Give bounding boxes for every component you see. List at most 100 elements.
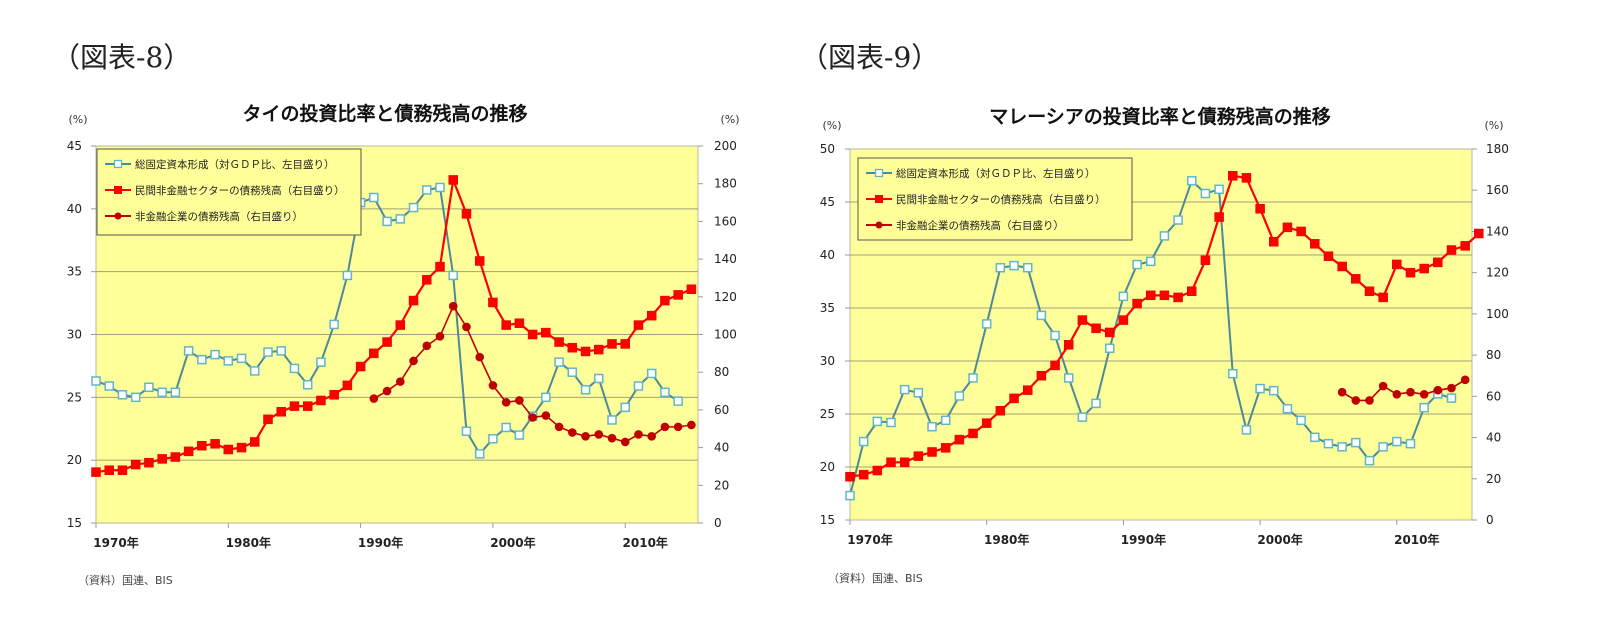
data-point (660, 387, 670, 398)
right-tick-label: 80 (1486, 348, 1501, 362)
data-point (342, 270, 353, 281)
data-point (1036, 370, 1047, 381)
data-point (580, 346, 591, 357)
data-point (276, 407, 286, 417)
data-point (1405, 438, 1416, 449)
data-point (1337, 387, 1347, 397)
data-point (1255, 204, 1265, 214)
data-point (448, 175, 458, 185)
data-point (1378, 442, 1388, 452)
data-point (408, 295, 419, 306)
data-point (1392, 389, 1402, 399)
data-point (1187, 286, 1197, 296)
data-point (1310, 239, 1320, 249)
data-point (355, 361, 366, 372)
legend-item: 総固定資本形成（対ＧＤＰ比、左目盛り） (105, 158, 335, 171)
x-tick-label: 2010年 (623, 535, 668, 550)
data-point (673, 396, 683, 406)
data-point (660, 295, 670, 306)
legend-item: 総固定資本形成（対ＧＤＰ比、左目盛り） (866, 167, 1096, 180)
data-point (1269, 385, 1279, 396)
data-point (501, 320, 511, 330)
data-point (1337, 261, 1347, 272)
data-point (236, 353, 247, 364)
data-point (117, 390, 128, 400)
data-point (435, 182, 445, 193)
right-tick-label: 120 (1486, 266, 1509, 280)
data-point (91, 376, 101, 386)
data-point (607, 339, 617, 349)
right-tick-label: 140 (1486, 224, 1509, 238)
data-point (395, 320, 406, 330)
left-axis-unit: (%) (822, 119, 841, 132)
data-point (1365, 396, 1374, 405)
data-point (954, 391, 965, 401)
data-point (210, 439, 220, 449)
data-point (913, 451, 924, 461)
right-tick-label: 60 (714, 403, 729, 417)
data-point (1323, 251, 1334, 261)
data-point (886, 417, 896, 428)
data-point (1364, 455, 1375, 466)
x-tick-label: 2000年 (1257, 532, 1302, 547)
data-point (369, 394, 379, 403)
data-point (1104, 343, 1115, 354)
left-tick-label: 20 (67, 453, 82, 467)
data-point (940, 443, 951, 453)
right-tick-label: 60 (1486, 389, 1501, 403)
data-point (981, 418, 992, 428)
data-point (1460, 241, 1470, 251)
data-point (886, 457, 896, 468)
series-2 (1337, 375, 1470, 405)
data-point (620, 402, 630, 413)
data-point (554, 357, 564, 367)
data-point (435, 261, 445, 272)
data-point (435, 332, 445, 341)
left-tick-label: 20 (820, 460, 835, 474)
data-point (1460, 375, 1470, 385)
data-point (1173, 215, 1183, 225)
right-tick-label: 100 (714, 328, 737, 342)
right-axis-unit: (%) (720, 113, 739, 126)
data-point (633, 320, 644, 330)
data-point (686, 284, 697, 295)
x-tick-label: 2010年 (1394, 532, 1439, 547)
data-point (104, 465, 114, 475)
right-tick-label: 20 (714, 478, 729, 492)
data-point (528, 413, 537, 422)
data-point (1063, 340, 1074, 350)
data-point (1433, 385, 1443, 395)
data-point (1337, 442, 1347, 452)
right-axis-unit: (%) (1484, 119, 1503, 132)
data-point (488, 381, 498, 390)
legend-box (857, 157, 1133, 241)
data-point (1474, 228, 1484, 239)
legend-marker-square-icon (875, 195, 883, 203)
data-point (157, 454, 167, 464)
data-point (289, 401, 300, 411)
data-point (474, 449, 485, 459)
data-point (872, 465, 883, 476)
data-point (1022, 262, 1033, 273)
data-point (263, 347, 273, 357)
data-point (1022, 385, 1033, 395)
data-point (872, 416, 883, 427)
data-point (170, 452, 181, 462)
data-point (568, 428, 577, 437)
legend-item: 非金融企業の債務残高（右目盛り） (866, 219, 1064, 232)
data-point (1241, 173, 1252, 183)
data-point (913, 388, 924, 398)
data-point (620, 339, 630, 349)
right-tick-label: 120 (714, 290, 737, 304)
data-point (223, 444, 234, 455)
x-tick-label: 1990年 (358, 535, 403, 550)
data-point (541, 392, 551, 403)
x-tick-label: 1980年 (226, 535, 271, 550)
data-point (1392, 436, 1402, 447)
right-tick-label: 180 (714, 177, 737, 191)
data-point (1351, 274, 1361, 284)
left-tick-label: 25 (67, 390, 82, 404)
legend-label: 民間非金融セクターの債務残高（右目盛り） (135, 184, 345, 197)
data-point (1145, 290, 1156, 301)
data-point (1118, 315, 1129, 325)
